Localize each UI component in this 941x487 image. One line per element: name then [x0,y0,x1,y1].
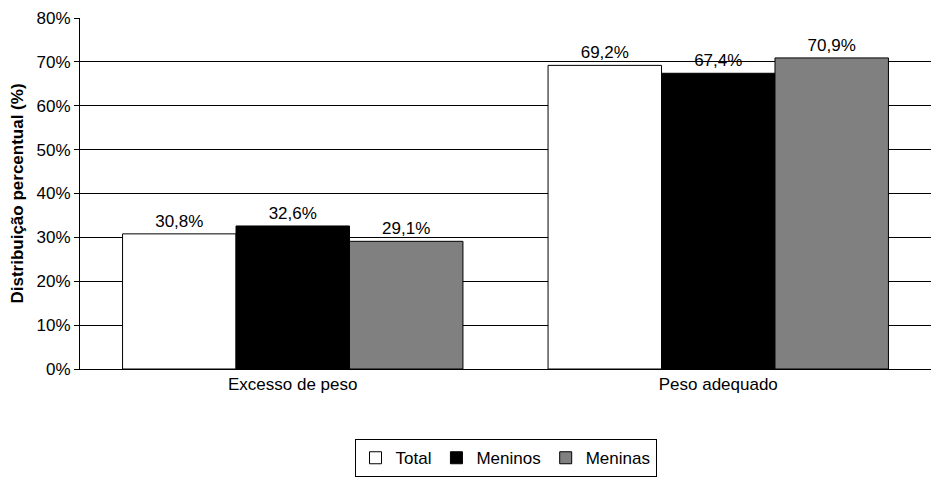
svg-text:32,6%: 32,6% [269,204,317,223]
svg-text:30%: 30% [37,228,71,247]
svg-text:Distribuição percentual (%): Distribuição percentual (%) [8,83,27,303]
svg-text:Total: Total [396,449,432,468]
svg-text:60%: 60% [37,97,71,116]
svg-text:29,1%: 29,1% [382,219,430,238]
svg-text:40%: 40% [37,184,71,203]
svg-text:Excesso de peso: Excesso de peso [228,375,357,394]
svg-text:70%: 70% [37,53,71,72]
svg-text:30,8%: 30,8% [155,212,203,231]
svg-text:Peso adequado: Peso adequado [659,375,778,394]
svg-text:10%: 10% [37,316,71,335]
svg-text:67,4%: 67,4% [694,51,742,70]
svg-text:69,2%: 69,2% [581,43,629,62]
svg-text:70,9%: 70,9% [808,36,856,55]
svg-text:0%: 0% [46,360,71,379]
svg-text:Meninas: Meninas [586,449,650,468]
svg-text:50%: 50% [37,141,71,160]
svg-text:20%: 20% [37,272,71,291]
svg-text:80%: 80% [37,9,71,28]
svg-text:Meninos: Meninos [476,449,540,468]
